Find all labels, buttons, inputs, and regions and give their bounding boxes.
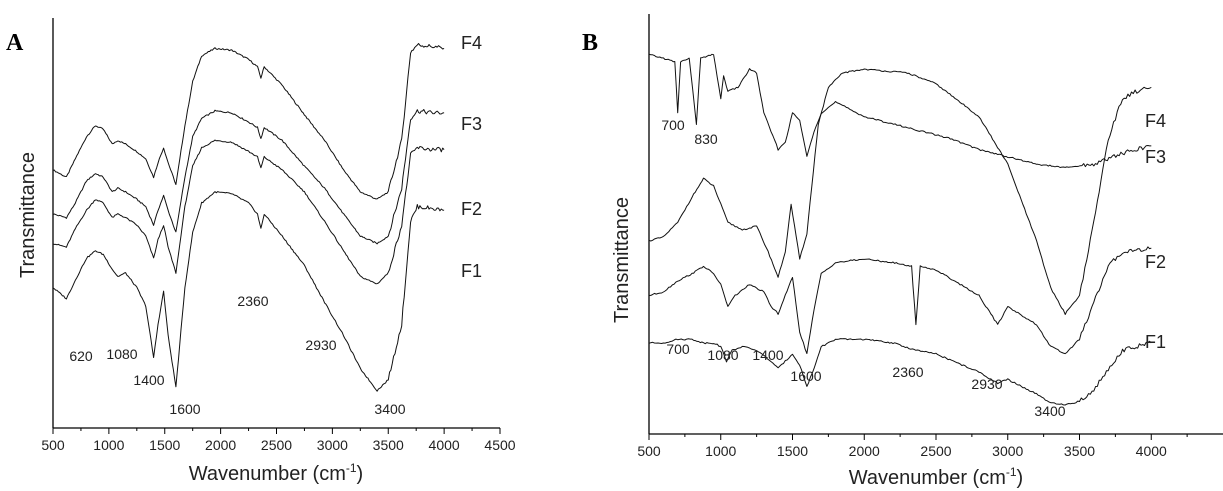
panel-a: A 500 1000 1500 2000 2500 3000 3500 4000 4500 Tr… — [6, 18, 516, 485]
y-axis-label-b: Transmittance — [611, 197, 633, 323]
annotation-a-2930: 2930 — [305, 337, 336, 353]
x-tick-label-b-1000: 1000 — [705, 443, 736, 459]
annotation-b-700-top: 700 — [661, 117, 685, 133]
series-line-a-f4 — [52, 43, 445, 200]
annotation-b-3400: 3400 — [1034, 403, 1065, 419]
x-tick-label-a-4500: 4500 — [484, 437, 515, 453]
series-label-b-f3: F3 — [1145, 147, 1166, 167]
series-group-a — [52, 43, 445, 392]
series-label-b-f2: F2 — [1145, 252, 1166, 272]
x-tick-labels-b: 500 1000 1500 2000 2500 3000 3500 4000 — [637, 443, 1167, 459]
x-tick-label-a-2500: 2500 — [261, 437, 292, 453]
x-ticks-b — [648, 434, 1188, 440]
annotation-b-2930: 2930 — [971, 376, 1002, 392]
x-tick-label-a-1500: 1500 — [149, 437, 180, 453]
series-label-a-f2: F2 — [461, 199, 482, 219]
x-tick-labels-a: 500 1000 1500 2000 2500 3000 3500 4000 4500 — [41, 437, 515, 453]
y-axis-label-a: Transmittance — [17, 152, 39, 278]
panel-b: B 500 1000 1500 2000 2500 3000 3500 4000 Transm… — [582, 14, 1223, 489]
annotation-b-700-bottom: 700 — [666, 341, 690, 357]
series-label-a-f1: F1 — [461, 261, 482, 281]
annotation-a-1600: 1600 — [169, 401, 200, 417]
series-label-b-f4: F4 — [1145, 111, 1166, 131]
annotation-b-2360: 2360 — [892, 364, 923, 380]
annotation-a-1080: 1080 — [106, 346, 137, 362]
x-tick-label-a-4000: 4000 — [429, 437, 460, 453]
x-axis-label-a: Wavenumber (cm-1) — [189, 461, 363, 485]
x-tick-label-b-2000: 2000 — [849, 443, 880, 459]
x-tick-label-b-4000: 4000 — [1136, 443, 1167, 459]
annotation-a-620: 620 — [69, 348, 93, 364]
x-tick-label-b-1500: 1500 — [777, 443, 808, 459]
x-tick-label-a-3500: 3500 — [373, 437, 404, 453]
x-tick-label-b-3000: 3000 — [992, 443, 1023, 459]
series-line-b-f1 — [648, 338, 1152, 406]
x-ticks-a — [52, 428, 501, 434]
x-tick-label-a-3000: 3000 — [317, 437, 348, 453]
x-tick-label-b-3500: 3500 — [1064, 443, 1095, 459]
series-line-a-f2 — [52, 139, 445, 285]
series-line-a-f1 — [52, 191, 445, 392]
series-line-b-f3 — [648, 68, 1152, 315]
panel-letter-a: A — [6, 30, 24, 56]
series-line-b-f4 — [648, 53, 1152, 168]
x-tick-label-b-500: 500 — [637, 443, 661, 459]
annotation-a-1400: 1400 — [133, 372, 164, 388]
x-tick-label-a-1000: 1000 — [93, 437, 124, 453]
series-label-a-f3: F3 — [461, 114, 482, 134]
series-group-b — [648, 53, 1152, 406]
series-line-b-f2 — [648, 246, 1152, 355]
x-axis-label-b: Wavenumber (cm-1) — [849, 465, 1023, 489]
series-label-b-f1: F1 — [1145, 332, 1166, 352]
series-line-a-f3 — [52, 109, 445, 245]
x-tick-label-a-500: 500 — [41, 437, 65, 453]
annotation-b-1080: 1080 — [707, 347, 738, 363]
annotation-b-830: 830 — [694, 131, 718, 147]
panel-letter-b: B — [582, 30, 598, 56]
annotation-b-1400: 1400 — [752, 347, 783, 363]
annotation-a-2360: 2360 — [237, 293, 268, 309]
annotation-b-1600: 1600 — [790, 368, 821, 384]
x-tick-label-a-2000: 2000 — [205, 437, 236, 453]
series-label-a-f4: F4 — [461, 33, 482, 53]
x-tick-label-b-2500: 2500 — [920, 443, 951, 459]
annotation-a-3400: 3400 — [374, 401, 405, 417]
